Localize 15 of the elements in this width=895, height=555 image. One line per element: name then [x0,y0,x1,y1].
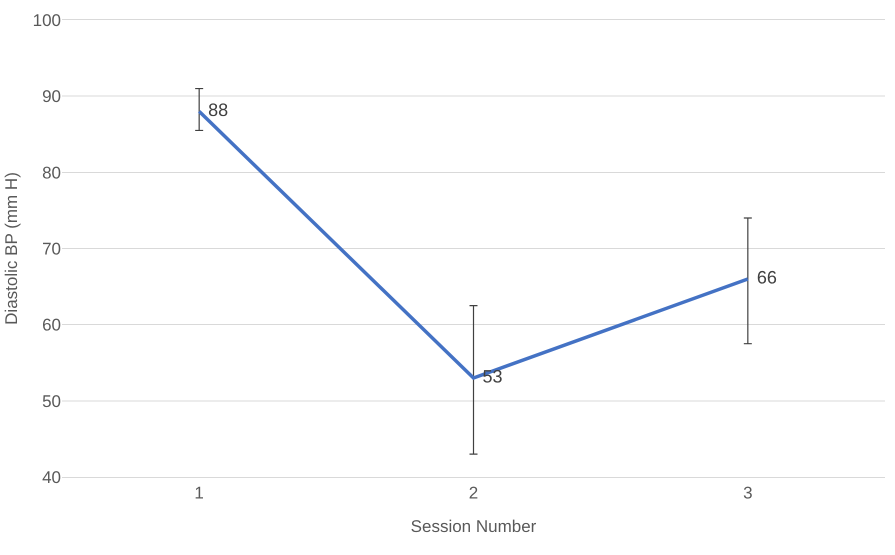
y-axis-title: Diastolic BP (mm H) [2,172,22,325]
x-tick-label: 2 [468,483,478,502]
data-label: 66 [748,267,777,288]
x-tick-label: 1 [194,483,204,502]
y-tick-label: 60 [42,316,61,335]
y-tick-label: 50 [42,392,61,411]
x-axis-title: Session Number [410,516,537,536]
x-tick-label: 3 [743,483,753,502]
y-tick-label: 40 [42,468,61,487]
y-tick-label: 80 [42,163,61,182]
data-label: 88 [199,100,228,120]
y-tick-label: 70 [42,239,61,258]
y-tick-label: 100 [32,10,61,30]
y-tick-label: 90 [42,87,61,106]
data-label: 53 [474,366,503,386]
